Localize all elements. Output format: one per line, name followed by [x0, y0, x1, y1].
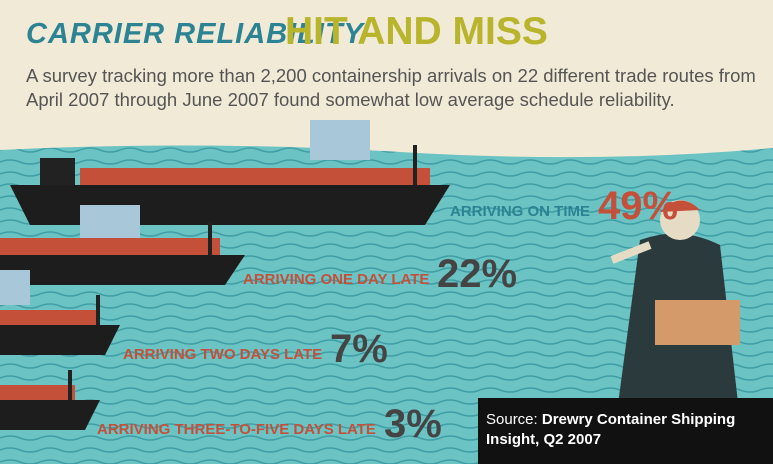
title-lead: CARRIER RELIABILITY: [26, 18, 364, 50]
item-label: ARRIVING THREE-TO-FIVE DAYS LATE: [97, 421, 376, 438]
item-value: 7%: [330, 327, 388, 371]
item-value: 49%: [598, 184, 679, 228]
description: A survey tracking more than 2,200 contai…: [26, 65, 756, 110]
item-value: 22%: [437, 252, 518, 296]
source: Source: Drewry Container Shipping Insigh…: [486, 410, 756, 450]
source-label: Source:: [486, 411, 538, 428]
title-main: HIT AND MISS: [285, 10, 548, 53]
item-label: ARRIVING TWO DAYS LATE: [123, 346, 323, 363]
source-text: Drewry Container Shipping Insight, Q2 20…: [486, 411, 736, 448]
item-label: ARRIVING ON TIME: [450, 203, 591, 220]
item-value: 3%: [384, 402, 442, 446]
item-label: ARRIVING ONE DAY LATE: [243, 271, 430, 288]
